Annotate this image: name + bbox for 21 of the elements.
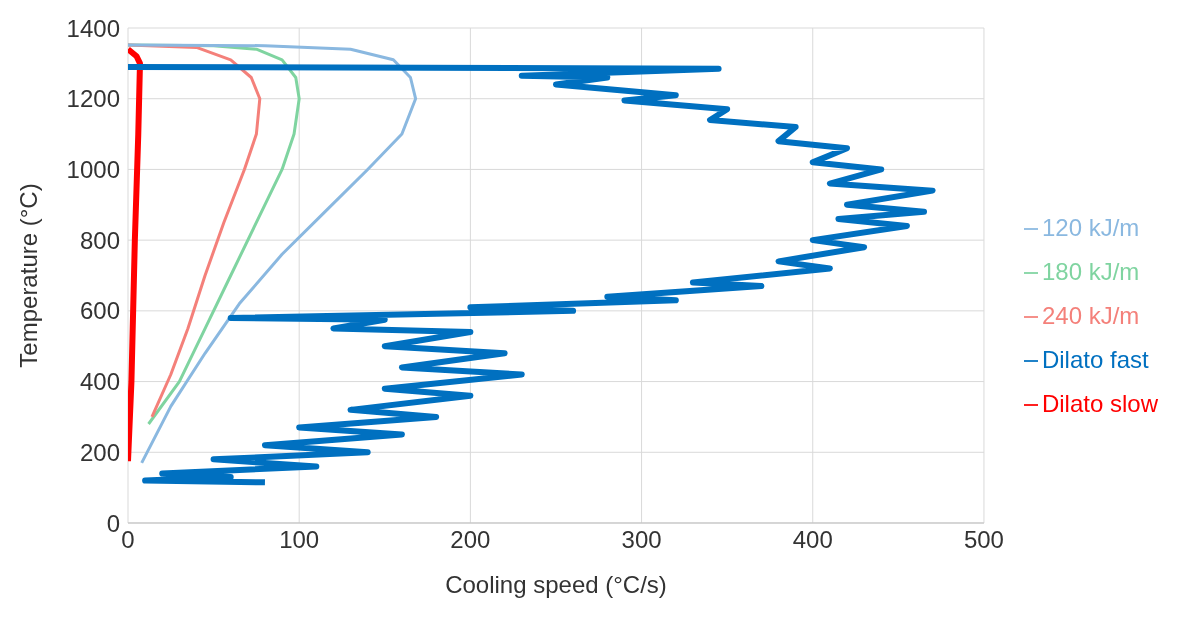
y-axis-title: Temperature (°C) bbox=[14, 183, 42, 368]
line-series bbox=[128, 43, 418, 465]
x-tick-label: 500 bbox=[963, 526, 1004, 554]
legend-label: 240 kJ/m bbox=[1041, 301, 1140, 329]
x-axis-title: Cooling speed (°C/s) bbox=[445, 571, 667, 598]
y-tick-label: 400 bbox=[79, 368, 120, 396]
y-tick-label: 1000 bbox=[66, 155, 120, 183]
y-tick-label: 200 bbox=[79, 438, 120, 466]
legend-label: Dilato fast bbox=[1041, 345, 1149, 373]
x-tick-label: 300 bbox=[621, 526, 662, 554]
x-tick-label: 400 bbox=[792, 526, 833, 554]
y-tick-label: 800 bbox=[79, 226, 120, 254]
y-tick-label: 1400 bbox=[66, 14, 120, 42]
y-tick-label: 1200 bbox=[66, 85, 120, 113]
x-tick-label: 200 bbox=[450, 526, 491, 554]
y-tick-label: 600 bbox=[79, 297, 120, 325]
y-tick-label: 0 bbox=[106, 509, 120, 537]
x-tick-label: 100 bbox=[279, 526, 320, 554]
legend-label: 120 kJ/m bbox=[1041, 213, 1140, 241]
legend-label: 180 kJ/m bbox=[1041, 257, 1140, 285]
legend-label: Dilato slow bbox=[1041, 389, 1158, 417]
